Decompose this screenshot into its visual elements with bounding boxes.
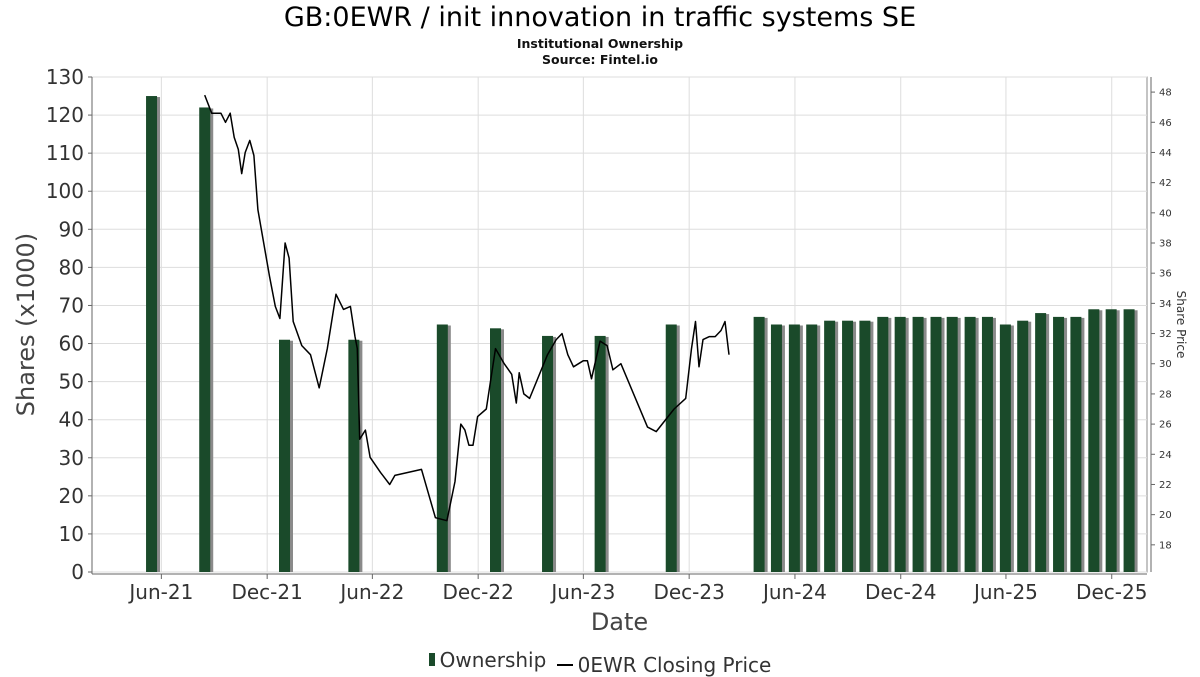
y2-axis-label: Share Price bbox=[1174, 291, 1188, 359]
y-tick-label: 50 bbox=[59, 370, 84, 394]
ownership-bar bbox=[594, 335, 606, 572]
y2-tick-label: 38 bbox=[1159, 239, 1172, 250]
x-tick-label: Dec-23 bbox=[653, 580, 724, 604]
y-tick-label: 20 bbox=[59, 484, 84, 508]
ownership-bar bbox=[770, 324, 782, 572]
legend-ownership[interactable]: Ownership bbox=[428, 647, 547, 672]
y2-tick-label: 30 bbox=[1159, 359, 1172, 370]
x-tick-label: Jun-24 bbox=[761, 580, 827, 604]
ownership-bar bbox=[1105, 309, 1117, 572]
x-axis-label: Date bbox=[591, 608, 648, 636]
ownership-bars bbox=[146, 96, 1138, 573]
ownership-bar bbox=[1088, 309, 1100, 572]
ownership-bar bbox=[199, 107, 211, 572]
y2-tick-label: 22 bbox=[1159, 480, 1172, 491]
x-tick-label: Dec-22 bbox=[442, 580, 513, 604]
ownership-bar bbox=[981, 316, 993, 572]
y-tick-label: 130 bbox=[46, 65, 84, 89]
y2-tick-label: 18 bbox=[1159, 540, 1172, 551]
ownership-bar bbox=[279, 339, 291, 572]
y2-tick-label: 40 bbox=[1159, 208, 1172, 219]
y-tick-label: 0 bbox=[71, 560, 84, 584]
y-tick-label: 60 bbox=[59, 332, 84, 356]
ownership-bar bbox=[1123, 309, 1135, 572]
y-tick-label: 80 bbox=[59, 255, 84, 279]
price-line-group bbox=[204, 94, 730, 522]
x-tick-label: Dec-24 bbox=[865, 580, 936, 604]
ownership-bar bbox=[542, 335, 554, 572]
ownership-bar bbox=[946, 316, 958, 572]
ownership-bar bbox=[1017, 320, 1029, 572]
y-tick-label: 70 bbox=[59, 293, 84, 317]
y2-tick-label: 20 bbox=[1159, 510, 1172, 521]
ownership-bar bbox=[964, 316, 976, 572]
y-tick-label: 30 bbox=[59, 446, 84, 470]
ownership-bar bbox=[930, 316, 942, 572]
y2-tick-label: 24 bbox=[1159, 450, 1172, 461]
y2-tick-label: 44 bbox=[1159, 148, 1172, 159]
ownership-bar bbox=[1070, 316, 1082, 572]
ownership-bar bbox=[859, 320, 871, 572]
ownership-bar bbox=[436, 324, 448, 572]
legend: Ownership 0EWR Closing Price bbox=[0, 647, 1200, 677]
ownership-bar bbox=[788, 324, 800, 572]
axes: 0 10 20 30 40 50 60 70 80 90 100 110 120 130 18 20 22 24 2… bbox=[46, 65, 1172, 604]
price-swatch-icon bbox=[556, 664, 573, 666]
y-tick-label: 100 bbox=[46, 179, 84, 203]
y2-tick-label: 36 bbox=[1159, 269, 1172, 280]
chart-title: GB:0EWR / init innovation in traffic sys… bbox=[283, 2, 917, 33]
ownership-bar bbox=[806, 324, 818, 572]
y2-tick-label: 42 bbox=[1159, 178, 1172, 189]
y-tick-label: 10 bbox=[59, 522, 84, 546]
ownership-bar bbox=[146, 96, 158, 573]
price-line bbox=[204, 94, 730, 522]
ownership-bar bbox=[842, 320, 854, 572]
y-tick-label: 120 bbox=[46, 103, 84, 127]
x-tick-label: Dec-25 bbox=[1076, 580, 1147, 604]
ownership-bar bbox=[753, 316, 765, 572]
y2-tick-label: 46 bbox=[1159, 118, 1172, 129]
y2-tick-label: 32 bbox=[1159, 329, 1172, 340]
legend-price[interactable]: 0EWR Closing Price bbox=[556, 653, 772, 677]
legend-ownership-label: Ownership bbox=[439, 647, 547, 672]
y2-tick-label: 48 bbox=[1159, 88, 1172, 99]
ownership-bar bbox=[912, 316, 924, 572]
ownership-bar bbox=[824, 320, 836, 572]
ownership-bar bbox=[999, 324, 1011, 572]
ownership-bar bbox=[348, 339, 360, 572]
ownership-swatch-icon bbox=[428, 653, 435, 666]
ownership-bar bbox=[490, 328, 502, 572]
y2-tick-label: 26 bbox=[1159, 420, 1172, 431]
y-tick-label: 40 bbox=[59, 408, 84, 432]
ownership-bar bbox=[665, 324, 677, 572]
x-tick-label: Jun-22 bbox=[338, 580, 404, 604]
x-tick-label: Dec-21 bbox=[231, 580, 302, 604]
x-tick-label: Jun-23 bbox=[549, 580, 615, 604]
y2-tick-label: 34 bbox=[1159, 299, 1172, 310]
chart-subtitle: Institutional Ownership bbox=[516, 36, 684, 51]
ownership-bar bbox=[1035, 313, 1047, 572]
x-tick-label: Jun-21 bbox=[127, 580, 193, 604]
ownership-bar bbox=[1053, 316, 1065, 572]
y2-tick-label: 28 bbox=[1159, 389, 1172, 400]
ownership-bar bbox=[894, 316, 906, 572]
y-tick-label: 110 bbox=[46, 141, 84, 165]
chart-source: Source: Fintel.io bbox=[542, 52, 658, 67]
ownership-bar bbox=[877, 316, 889, 572]
y-axis-label: Shares (x1000) bbox=[12, 233, 40, 416]
x-tick-label: Jun-25 bbox=[972, 580, 1038, 604]
legend-price-label: 0EWR Closing Price bbox=[577, 653, 772, 677]
y-tick-label: 90 bbox=[59, 217, 84, 241]
